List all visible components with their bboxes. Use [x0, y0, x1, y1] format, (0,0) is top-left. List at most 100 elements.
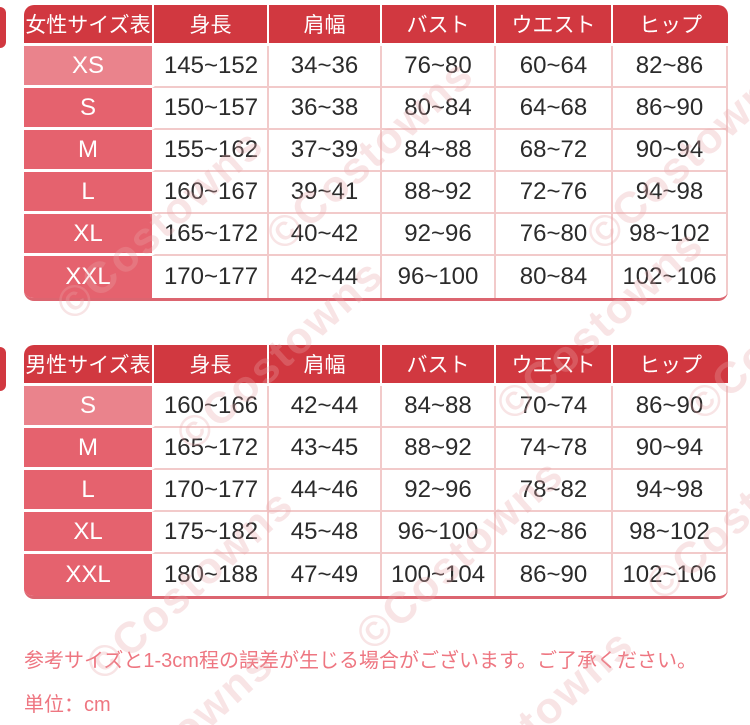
measurement-cell: 45~48: [267, 512, 380, 554]
measurement-cell: 90~94: [611, 130, 728, 172]
measurement-cell: 84~88: [380, 386, 494, 428]
measurement-cell: 165~172: [152, 214, 267, 256]
measurement-cell: 39~41: [267, 172, 380, 214]
size-label: S: [24, 88, 152, 130]
measurement-cell: 90~94: [611, 428, 728, 470]
column-header: ヒップ: [611, 345, 728, 386]
measurement-cell: 82~86: [494, 512, 611, 554]
measurement-cell: 165~172: [152, 428, 267, 470]
measurement-cell: 84~88: [380, 130, 494, 172]
column-header: ウエスト: [494, 345, 611, 386]
table-row: M 155~162 37~39 84~88 68~72 90~94: [24, 130, 728, 172]
measurement-cell: 175~182: [152, 512, 267, 554]
column-header: 肩幅: [267, 345, 380, 386]
column-header: 肩幅: [267, 5, 380, 46]
measurement-cell: 86~90: [494, 554, 611, 596]
measurement-cell: 92~96: [380, 470, 494, 512]
size-table: 女性サイズ表 身長 肩幅 バスト ウエスト ヒップ XS 145~152 34~36 76~80 6…: [24, 5, 728, 298]
measurement-cell: 76~80: [494, 214, 611, 256]
cropped-table-edge-bottom: [0, 347, 6, 391]
table-row: XXL 170~177 42~44 96~100 80~84 102~106: [24, 256, 728, 298]
measurement-cell: 42~44: [267, 386, 380, 428]
header-row: 女性サイズ表 身長 肩幅 バスト ウエスト ヒップ: [24, 5, 728, 46]
measurement-cell: 64~68: [494, 88, 611, 130]
measurement-cell: 72~76: [494, 172, 611, 214]
measurement-cell: 170~177: [152, 470, 267, 512]
table-row: L 160~167 39~41 88~92 72~76 94~98: [24, 172, 728, 214]
measurement-cell: 43~45: [267, 428, 380, 470]
column-header: バスト: [380, 345, 494, 386]
size-label: S: [24, 386, 152, 428]
column-header: ヒップ: [611, 5, 728, 46]
measurement-cell: 180~188: [152, 554, 267, 596]
size-label: M: [24, 130, 152, 172]
measurement-cell: 102~106: [611, 554, 728, 596]
measurement-cell: 98~102: [611, 214, 728, 256]
measurement-cell: 40~42: [267, 214, 380, 256]
measurement-cell: 100~104: [380, 554, 494, 596]
size-label: XL: [24, 214, 152, 256]
table-row: S 150~157 36~38 80~84 64~68 86~90: [24, 88, 728, 130]
womens-size-table: 女性サイズ表 身長 肩幅 バスト ウエスト ヒップ XS 145~152 34~36 76~80 6…: [24, 5, 728, 301]
measurement-cell: 60~64: [494, 46, 611, 88]
table-row: XL 175~182 45~48 96~100 82~86 98~102: [24, 512, 728, 554]
table-title-cell: 女性サイズ表: [24, 5, 152, 46]
mens-size-table: 男性サイズ表 身長 肩幅 バスト ウエスト ヒップ S 160~166 42~44 84~88 70…: [24, 345, 728, 599]
table-title-cell: 男性サイズ表: [24, 345, 152, 386]
measurement-cell: 155~162: [152, 130, 267, 172]
unit-note: 単位：cm: [24, 694, 111, 716]
size-label: XS: [24, 46, 152, 88]
measurement-cell: 88~92: [380, 172, 494, 214]
measurement-cell: 96~100: [380, 256, 494, 298]
size-label: XL: [24, 512, 152, 554]
measurement-cell: 37~39: [267, 130, 380, 172]
measurement-cell: 150~157: [152, 88, 267, 130]
size-disclaimer-note: 参考サイズと1-3cm程の誤差が生じる場合がございます。ご了承ください。: [24, 650, 697, 672]
table-row: XS 145~152 34~36 76~80 60~64 82~86: [24, 46, 728, 88]
size-label: XXL: [24, 256, 152, 298]
measurement-cell: 42~44: [267, 256, 380, 298]
measurement-cell: 96~100: [380, 512, 494, 554]
measurement-cell: 44~46: [267, 470, 380, 512]
size-label: L: [24, 172, 152, 214]
size-label: L: [24, 470, 152, 512]
measurement-cell: 86~90: [611, 386, 728, 428]
measurement-cell: 145~152: [152, 46, 267, 88]
measurement-cell: 70~74: [494, 386, 611, 428]
measurement-cell: 88~92: [380, 428, 494, 470]
header-row: 男性サイズ表 身長 肩幅 バスト ウエスト ヒップ: [24, 345, 728, 386]
measurement-cell: 74~78: [494, 428, 611, 470]
table-row: M 165~172 43~45 88~92 74~78 90~94: [24, 428, 728, 470]
measurement-cell: 82~86: [611, 46, 728, 88]
size-table: 男性サイズ表 身長 肩幅 バスト ウエスト ヒップ S 160~166 42~44 84~88 70…: [24, 345, 728, 596]
measurement-cell: 68~72: [494, 130, 611, 172]
measurement-cell: 86~90: [611, 88, 728, 130]
measurement-cell: 78~82: [494, 470, 611, 512]
size-label: M: [24, 428, 152, 470]
cropped-table-edge-top: [0, 7, 6, 48]
column-header: ウエスト: [494, 5, 611, 46]
table-row: XL 165~172 40~42 92~96 76~80 98~102: [24, 214, 728, 256]
table-row: L 170~177 44~46 92~96 78~82 94~98: [24, 470, 728, 512]
measurement-cell: 94~98: [611, 470, 728, 512]
column-header: バスト: [380, 5, 494, 46]
column-header: 身長: [152, 345, 267, 386]
measurement-cell: 94~98: [611, 172, 728, 214]
column-header: 身長: [152, 5, 267, 46]
measurement-cell: 102~106: [611, 256, 728, 298]
measurement-cell: 160~166: [152, 386, 267, 428]
measurement-cell: 98~102: [611, 512, 728, 554]
measurement-cell: 92~96: [380, 214, 494, 256]
measurement-cell: 47~49: [267, 554, 380, 596]
table-row: XXL 180~188 47~49 100~104 86~90 102~106: [24, 554, 728, 596]
measurement-cell: 170~177: [152, 256, 267, 298]
table-row: S 160~166 42~44 84~88 70~74 86~90: [24, 386, 728, 428]
measurement-cell: 36~38: [267, 88, 380, 130]
size-label: XXL: [24, 554, 152, 596]
measurement-cell: 80~84: [380, 88, 494, 130]
measurement-cell: 80~84: [494, 256, 611, 298]
costowns-watermark: ©Costowns: [657, 629, 750, 725]
measurement-cell: 76~80: [380, 46, 494, 88]
measurement-cell: 34~36: [267, 46, 380, 88]
